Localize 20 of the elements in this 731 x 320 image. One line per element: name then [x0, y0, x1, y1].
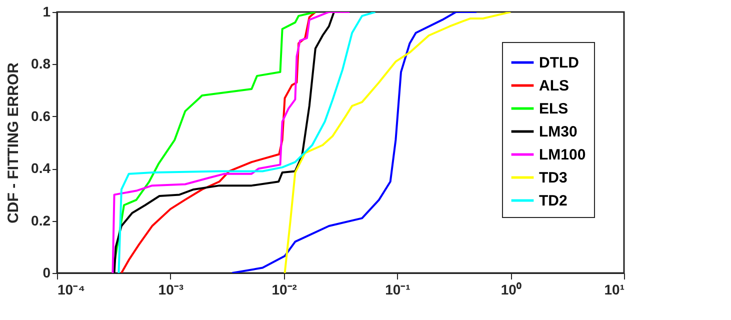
- y-tick-label: 1: [42, 4, 51, 20]
- legend-label: ELS: [539, 100, 568, 118]
- y-tick-label: 0.6: [31, 108, 51, 124]
- legend-label: ALS: [539, 78, 569, 94]
- y-tick-label: 0.8: [31, 56, 51, 72]
- legend-label: TD2: [539, 192, 568, 210]
- x-tick-label: 10⁰: [500, 282, 522, 298]
- legend-label: TD3: [539, 170, 568, 186]
- y-tick-label: 0.2: [31, 212, 51, 228]
- x-tick-label: 10⁻¹: [385, 282, 411, 298]
- legend-label: DTLD: [539, 54, 580, 72]
- y-tick-label: 0: [42, 264, 51, 280]
- legend-label: LM30: [539, 124, 578, 140]
- y-tick-label: 0.4: [31, 160, 51, 176]
- x-tick-label: 10¹: [604, 282, 625, 298]
- x-tick-label: 10⁻²: [272, 282, 298, 298]
- y-axis-title: CDF - FITTING ERROR: [5, 62, 22, 224]
- x-tick-label: 10⁻⁴: [58, 282, 86, 298]
- x-tick-label: 10⁻³: [158, 282, 184, 298]
- legend-label: LM100: [539, 146, 586, 164]
